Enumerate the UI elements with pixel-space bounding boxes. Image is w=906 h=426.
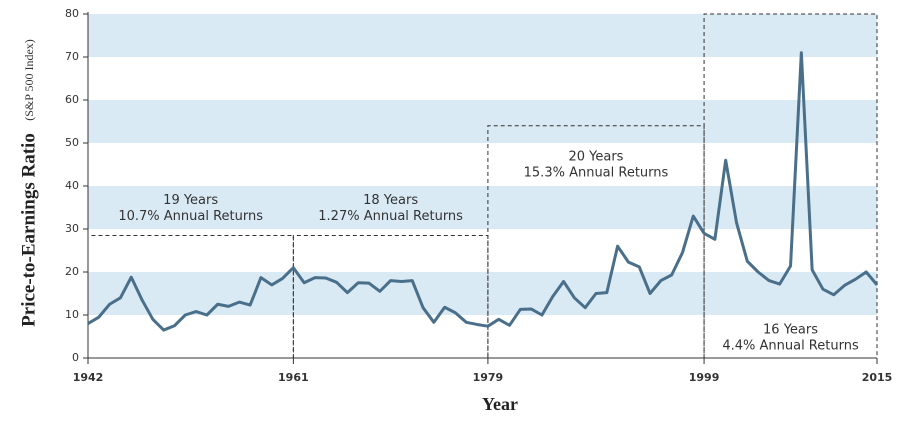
y-tick-label: 60: [65, 93, 79, 106]
band: [88, 100, 877, 143]
y-tick-label: 40: [65, 179, 79, 192]
period-box: [292, 234, 489, 358]
annotation: 18 Years: [363, 193, 418, 208]
y-label: Price-to-Earnings Ratio: [18, 133, 39, 327]
annotation: 4.4% Annual Returns: [722, 339, 859, 354]
y-axis-title: Price-to-Earnings Ratio (S&P 500 Index): [18, 39, 39, 327]
annotation: 19 Years: [163, 193, 218, 208]
annotation: 20 Years: [568, 149, 623, 164]
y-tick-label: 70: [65, 50, 79, 63]
y-tick-label: 50: [65, 136, 79, 149]
band: [88, 272, 877, 315]
x-tick-label: 1999: [689, 371, 720, 384]
period-box: [87, 234, 294, 358]
y-tick-label: 30: [65, 222, 79, 235]
band: [88, 186, 877, 229]
x-label: Year: [482, 394, 518, 414]
y-tick-label: 20: [65, 265, 79, 278]
annotation: 16 Years: [763, 323, 818, 338]
line-series: [87, 51, 879, 332]
band: [88, 14, 877, 57]
y-tick-label: 80: [65, 7, 79, 20]
annotation: 1.27% Annual Returns: [318, 209, 463, 224]
annotation: 10.7% Annual Returns: [118, 209, 263, 224]
y-tick-label: 0: [72, 351, 79, 364]
period-box: [703, 13, 878, 358]
annotation: 15.3% Annual Returns: [524, 165, 669, 180]
y-tick-label: 10: [65, 308, 79, 321]
x-tick-label: 1942: [73, 371, 104, 384]
x-tick-label: 2015: [862, 371, 893, 384]
y-label-note: (S&P 500 Index): [22, 39, 36, 121]
x-tick-label: 1961: [278, 371, 309, 384]
x-tick-label: 1979: [473, 371, 504, 384]
